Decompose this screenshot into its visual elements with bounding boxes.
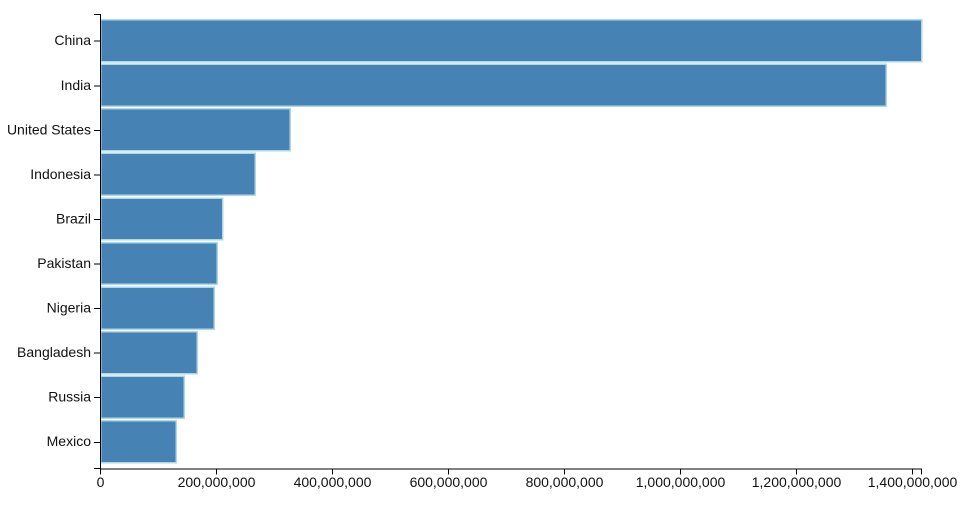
- y-tick-label-nigeria: Nigeria: [47, 300, 92, 316]
- bar-india: [99, 63, 887, 107]
- bar-united-states: [99, 108, 291, 152]
- x-tick-label-1000000000: 1,000,000,000: [636, 474, 726, 490]
- y-tick-label-united-states: United States: [7, 121, 91, 137]
- bar-nigeria: [99, 286, 215, 330]
- bar-brazil: [99, 197, 224, 241]
- x-tick-label-600000000: 600,000,000: [410, 474, 488, 490]
- bar-pakistan: [99, 241, 218, 286]
- bar-china: [99, 19, 923, 63]
- x-tick-label-1400000000: 1,400,000,000: [868, 474, 958, 490]
- bar-russia: [99, 375, 185, 419]
- bar-indonesia: [99, 152, 257, 197]
- x-tick-label-0: 0: [97, 474, 105, 490]
- y-tick-label-mexico: Mexico: [47, 433, 92, 449]
- y-tick-label-indonesia: Indonesia: [30, 166, 91, 182]
- y-tick-label-brazil: Brazil: [56, 210, 91, 226]
- bar-mexico: [99, 420, 178, 464]
- x-tick-label-200000000: 200,000,000: [178, 474, 256, 490]
- y-tick-label-china: China: [54, 32, 91, 48]
- y-axis-line: [94, 14, 101, 469]
- y-tick-label-russia: Russia: [48, 389, 91, 405]
- y-tick-label-india: India: [61, 77, 92, 93]
- bar-bangladesh: [99, 330, 198, 375]
- y-tick-label-pakistan: Pakistan: [37, 255, 91, 271]
- x-tick-label-800000000: 800,000,000: [526, 474, 604, 490]
- x-axis-line: [100, 468, 922, 475]
- y-tick-label-bangladesh: Bangladesh: [17, 344, 91, 360]
- x-tick-label-400000000: 400,000,000: [294, 474, 372, 490]
- x-tick-label-1200000000: 1,200,000,000: [752, 474, 842, 490]
